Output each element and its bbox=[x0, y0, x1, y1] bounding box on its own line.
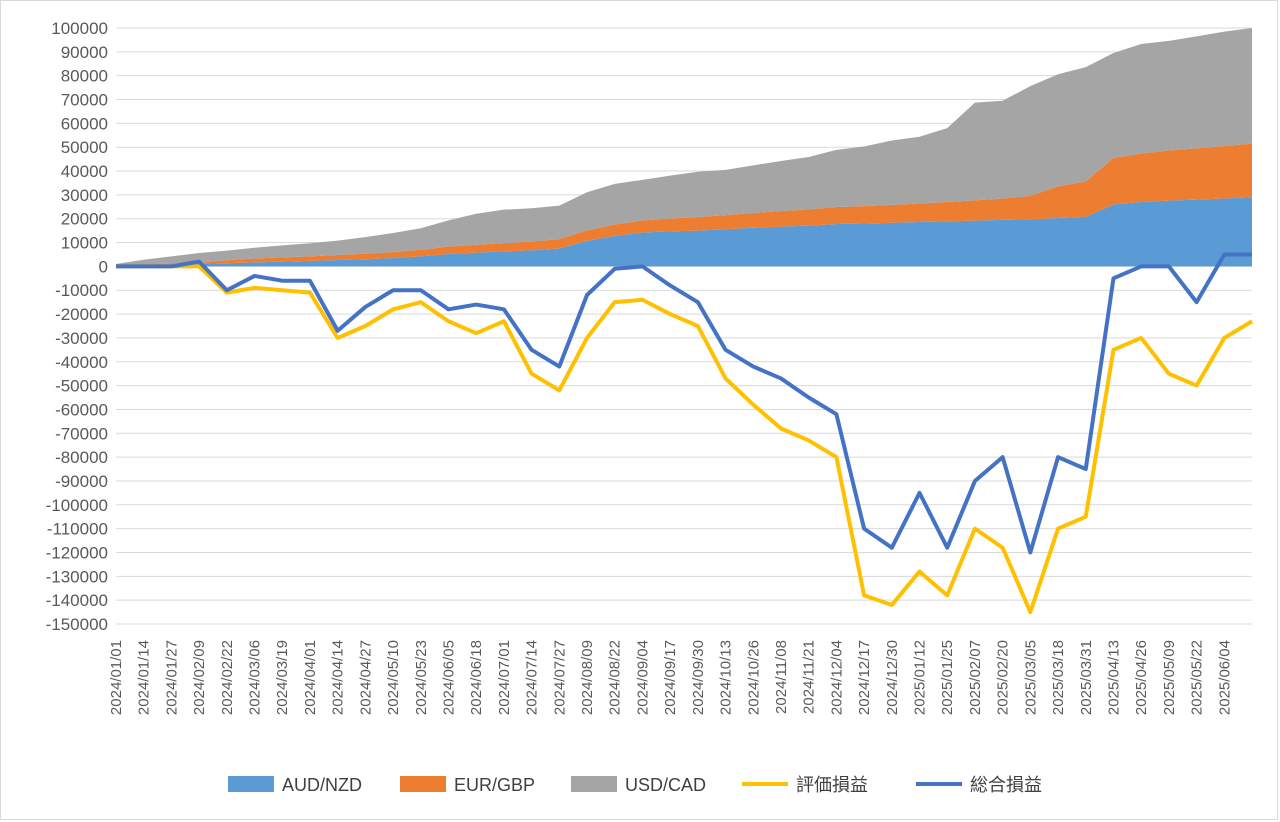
x-tick-label: 2025/03/31 bbox=[1078, 640, 1095, 715]
x-tick-label: 2024/01/01 bbox=[108, 640, 125, 715]
y-tick-label: -50000 bbox=[55, 377, 108, 396]
x-tick-label: 2024/02/22 bbox=[219, 640, 236, 715]
y-tick-label: 10000 bbox=[61, 234, 108, 253]
legend-label: AUD/NZD bbox=[282, 775, 362, 795]
y-tick-label: -100000 bbox=[46, 496, 108, 515]
legend-label: USD/CAD bbox=[625, 775, 706, 795]
x-tick-label: 2024/09/30 bbox=[690, 640, 707, 715]
line-series bbox=[116, 252, 1252, 555]
x-tick-label: 2024/01/27 bbox=[163, 640, 180, 715]
x-tick-label: 2024/10/13 bbox=[718, 640, 735, 715]
x-tick-label: 2024/03/19 bbox=[274, 640, 291, 715]
y-tick-label: -60000 bbox=[55, 400, 108, 419]
legend-label: EUR/GBP bbox=[454, 775, 535, 795]
x-tick-label: 2024/01/14 bbox=[136, 640, 153, 715]
x-tick-label: 2024/11/21 bbox=[801, 640, 818, 714]
legend: AUD/NZD EUR/GBP USD/CAD 評価損益 総合損益 bbox=[228, 775, 1042, 795]
x-tick-label: 2024/12/30 bbox=[884, 640, 901, 715]
x-tick-label: 2025/05/09 bbox=[1161, 640, 1178, 715]
y-tick-label: -130000 bbox=[46, 567, 108, 586]
legend-swatch bbox=[400, 776, 446, 792]
y-tick-label: 90000 bbox=[61, 43, 108, 62]
legend-swatch bbox=[228, 776, 274, 792]
y-tick-label: 100000 bbox=[51, 19, 108, 38]
y-tick-label: -40000 bbox=[55, 353, 108, 372]
y-tick-label: -90000 bbox=[55, 472, 108, 491]
x-tick-label: 2024/07/01 bbox=[496, 640, 513, 715]
x-tick-label: 2025/01/12 bbox=[912, 640, 929, 715]
x-tick-label: 2024/12/04 bbox=[828, 640, 845, 715]
line-series bbox=[116, 264, 1254, 615]
x-tick-label: 2025/02/07 bbox=[967, 640, 984, 715]
x-tick-label: 2024/12/17 bbox=[856, 640, 873, 715]
y-tick-label: -110000 bbox=[47, 520, 108, 539]
x-tick-label: 2024/09/04 bbox=[634, 640, 651, 715]
x-tick-label: 2024/11/08 bbox=[773, 640, 790, 714]
y-tick-label: 20000 bbox=[61, 210, 108, 229]
y-tick-label: 50000 bbox=[61, 138, 108, 157]
legend-label: 総合損益 bbox=[970, 775, 1042, 795]
x-tick-label: 2024/03/06 bbox=[247, 640, 264, 715]
x-tick-label: 2025/03/18 bbox=[1050, 640, 1067, 715]
y-tick-label: -10000 bbox=[55, 281, 108, 300]
gridlines bbox=[116, 27, 1252, 625]
x-tick-label: 2024/05/10 bbox=[385, 640, 402, 715]
area-series bbox=[116, 197, 1252, 267]
x-tick-label: 2024/06/18 bbox=[468, 640, 485, 715]
x-axis-ticks: 2024/01/01 2024/01/14 2024/01/27 2024/02/09… bbox=[108, 640, 1233, 715]
legend-swatch bbox=[571, 776, 617, 792]
x-tick-label: 2024/10/26 bbox=[745, 640, 762, 715]
y-tick-label: 40000 bbox=[61, 162, 108, 181]
x-tick-label: 2024/07/14 bbox=[524, 640, 541, 715]
y-axis-ticks: -150000 -140000 -130000 -120000 -110000 -1000… bbox=[46, 19, 108, 634]
x-tick-label: 2024/08/22 bbox=[607, 640, 624, 715]
y-tick-label: 70000 bbox=[61, 91, 108, 110]
stacked-areas bbox=[116, 28, 1252, 267]
x-tick-label: 2024/06/05 bbox=[440, 640, 457, 715]
x-tick-label: 2025/04/26 bbox=[1133, 640, 1150, 715]
x-tick-label: 2025/05/22 bbox=[1189, 640, 1206, 715]
y-tick-label: -20000 bbox=[55, 305, 108, 324]
y-tick-label: -140000 bbox=[46, 591, 108, 610]
area-series bbox=[116, 28, 1252, 267]
x-tick-label: 2024/04/14 bbox=[330, 640, 347, 715]
y-tick-label: -150000 bbox=[46, 615, 108, 634]
x-tick-label: 2024/04/01 bbox=[302, 640, 319, 715]
x-tick-label: 2024/02/09 bbox=[191, 640, 208, 715]
y-tick-label: -80000 bbox=[55, 448, 108, 467]
pnl-lines bbox=[116, 252, 1254, 615]
y-tick-label: -120000 bbox=[46, 543, 108, 562]
y-tick-label: 30000 bbox=[61, 186, 108, 205]
x-tick-label: 2024/07/27 bbox=[551, 640, 568, 715]
x-tick-label: 2025/06/04 bbox=[1216, 640, 1233, 715]
y-tick-label: 0 bbox=[99, 257, 108, 276]
x-tick-label: 2025/01/25 bbox=[939, 640, 956, 715]
x-tick-label: 2025/03/05 bbox=[1022, 640, 1039, 715]
area-series bbox=[116, 143, 1252, 267]
y-tick-label: 80000 bbox=[61, 67, 108, 86]
x-tick-label: 2025/04/13 bbox=[1105, 640, 1122, 715]
x-tick-label: 2024/08/09 bbox=[579, 640, 596, 715]
y-tick-label: -30000 bbox=[55, 329, 108, 348]
y-tick-label: 60000 bbox=[61, 114, 108, 133]
x-tick-label: 2024/05/23 bbox=[413, 640, 430, 715]
x-tick-label: 2024/09/17 bbox=[662, 640, 679, 715]
x-tick-label: 2025/02/20 bbox=[995, 640, 1012, 715]
legend-label: 評価損益 bbox=[796, 775, 868, 795]
x-tick-label: 2024/04/27 bbox=[357, 640, 374, 715]
y-tick-label: -70000 bbox=[55, 424, 108, 443]
